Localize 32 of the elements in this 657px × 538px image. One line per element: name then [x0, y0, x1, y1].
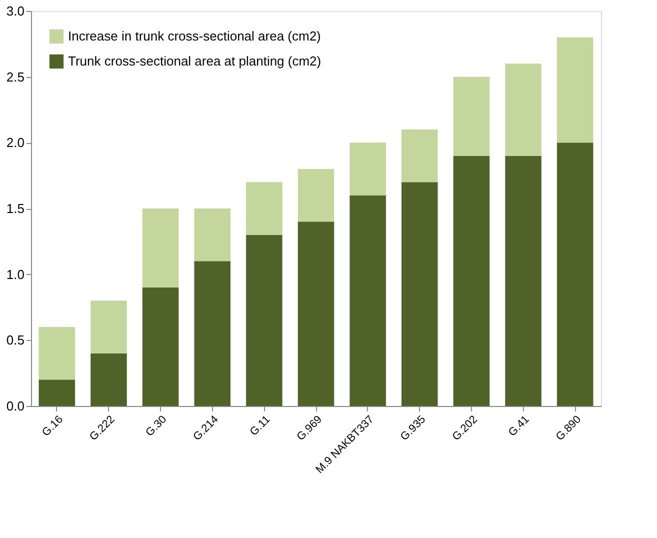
bar	[38, 380, 76, 406]
bar	[350, 195, 386, 406]
bar	[194, 261, 230, 406]
bar	[505, 156, 542, 406]
bar	[402, 182, 438, 406]
legend-label: Increase in trunk cross-sectional area (cm2)	[68, 28, 321, 44]
bar	[142, 208, 179, 288]
bar	[142, 288, 179, 406]
bar	[246, 182, 282, 235]
bar	[556, 142, 594, 406]
bar	[298, 222, 334, 406]
y-tick-label: 2.0	[6, 135, 24, 150]
bar	[298, 169, 334, 222]
bar	[402, 130, 438, 182]
y-tick-label: 1.5	[6, 201, 24, 216]
bar	[556, 37, 594, 143]
bar	[194, 208, 230, 262]
y-tick-label: 2.5	[6, 69, 24, 84]
bar	[453, 76, 490, 156]
y-tick-label: 0.0	[6, 398, 24, 414]
bar	[453, 156, 490, 406]
y-tick-label: 0.5	[6, 332, 24, 348]
x-tick-label: G.11	[248, 414, 273, 438]
y-tick-label: 3.0	[6, 4, 24, 18]
y-tick-label: 1.0	[6, 266, 24, 282]
bar	[90, 353, 127, 406]
bar	[350, 142, 386, 196]
bar	[38, 327, 76, 380]
bar	[505, 64, 542, 156]
bar	[246, 234, 282, 406]
legend-label: Trunk cross-sectional area at planting (cm2)	[68, 54, 322, 68]
bar	[90, 300, 127, 354]
